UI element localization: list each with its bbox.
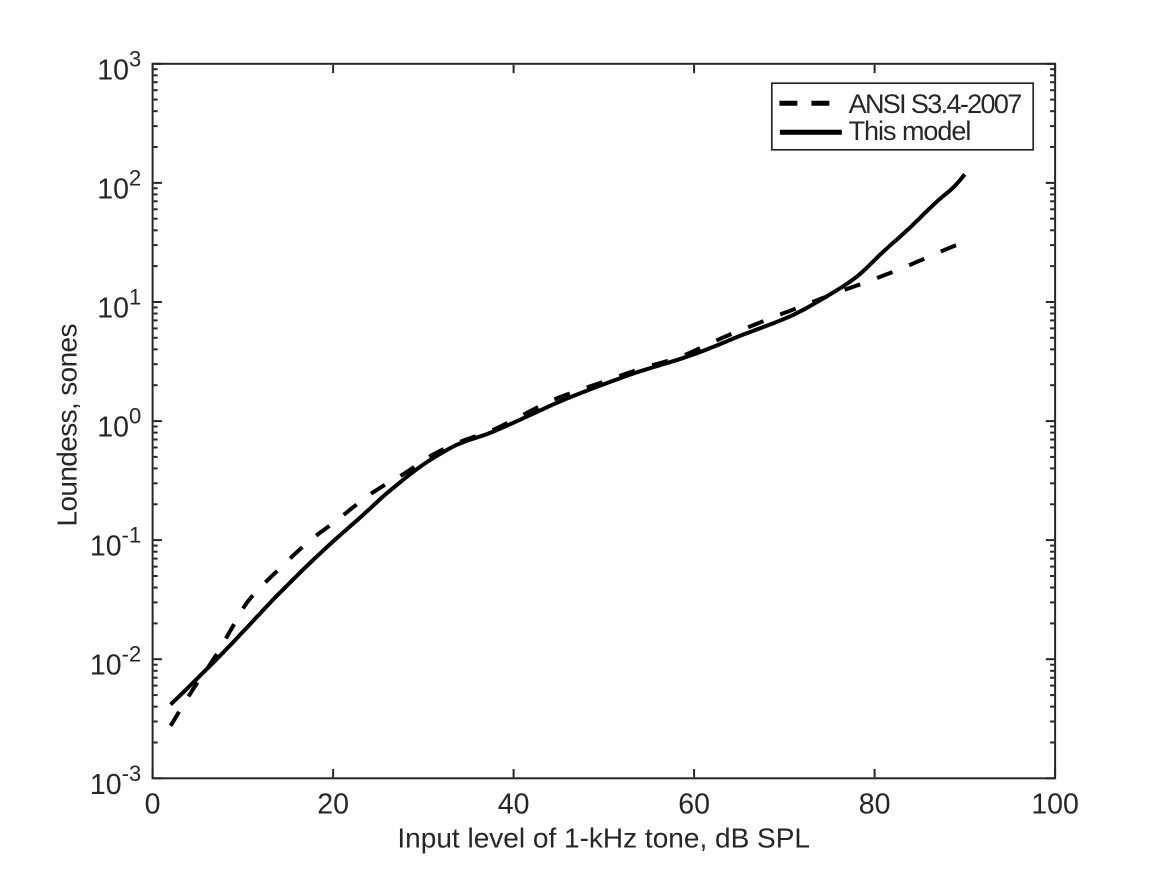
svg-text:103: 103 xyxy=(97,46,141,86)
svg-text:100: 100 xyxy=(1031,789,1079,821)
svg-text:60: 60 xyxy=(678,789,710,821)
svg-text:10-3: 10-3 xyxy=(90,761,141,801)
svg-text:This model: This model xyxy=(849,116,972,146)
svg-text:80: 80 xyxy=(859,789,891,821)
svg-text:100: 100 xyxy=(97,404,141,444)
svg-text:101: 101 xyxy=(97,285,141,325)
svg-text:40: 40 xyxy=(498,789,530,821)
svg-text:10-1: 10-1 xyxy=(90,523,141,563)
svg-text:102: 102 xyxy=(97,165,141,205)
svg-text:10-2: 10-2 xyxy=(90,642,141,682)
svg-text:0: 0 xyxy=(145,789,161,821)
svg-text:20: 20 xyxy=(317,789,349,821)
svg-text:Input level of 1-kHz tone, dB: Input level of 1-kHz tone, dB SPL xyxy=(397,822,810,853)
svg-text:ANSI S3.4-2007: ANSI S3.4-2007 xyxy=(849,89,1023,119)
svg-text:Loundess, sones: Loundess, sones xyxy=(52,324,83,527)
